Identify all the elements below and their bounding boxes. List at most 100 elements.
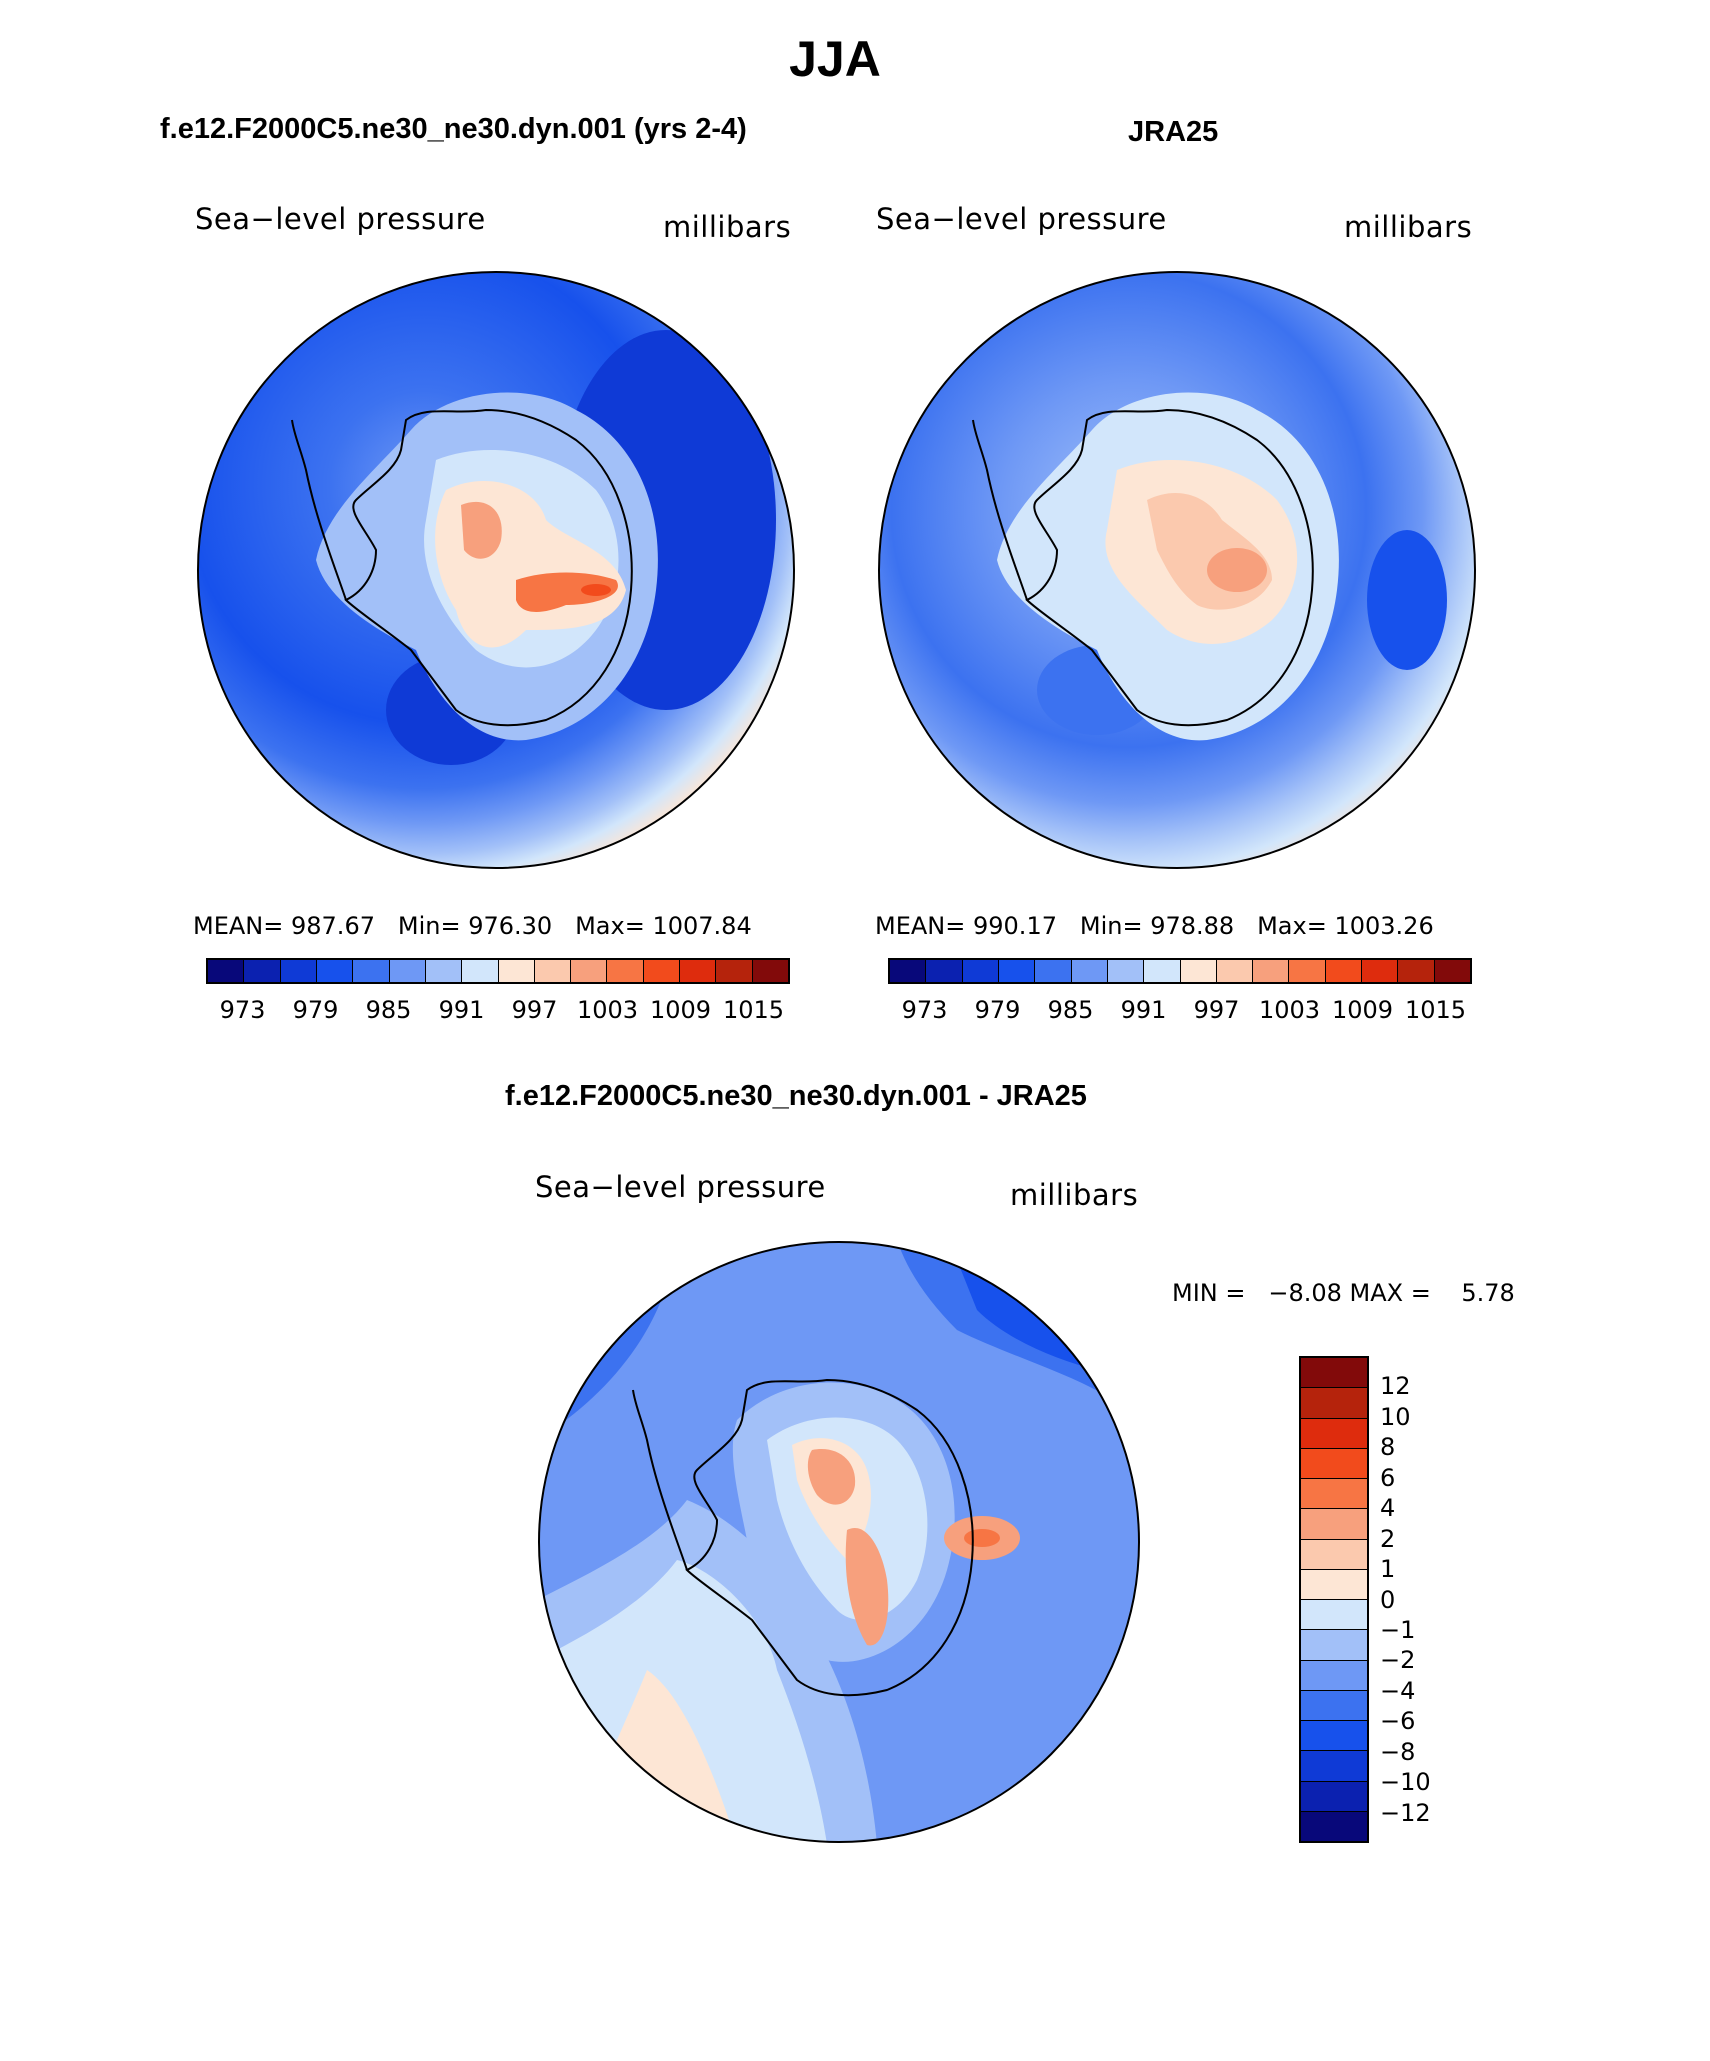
colorbar-swatch	[1301, 1539, 1367, 1570]
panel-3-units-label: millibars	[1010, 1178, 1139, 1212]
panel-2-min: 978.88	[1150, 912, 1235, 940]
colorbar-swatch	[1289, 960, 1326, 982]
colorbar-swatch	[1301, 1569, 1367, 1600]
panel-2-title: JRA25	[1128, 116, 1219, 148]
colorbar-tick-label: 1	[1380, 1555, 1396, 1584]
panel-3-stats: MIN = −8.08 MAX = 5.78	[1172, 1279, 1515, 1307]
colorbar-swatch	[1071, 960, 1108, 982]
colorbar-swatch	[316, 960, 354, 982]
panel-1-peninsula	[291, 419, 347, 601]
colorbar-tick-label: 985	[365, 996, 412, 1024]
colorbar-swatch	[462, 960, 499, 982]
colorbar-tick-label: 1003	[1258, 996, 1321, 1024]
panel-3-pos-center-south	[845, 1528, 889, 1646]
colorbar-swatch	[1362, 960, 1399, 982]
colorbar-swatch	[998, 960, 1036, 982]
panel-1-mean: 987.67	[291, 912, 375, 940]
colorbar-swatch	[571, 960, 608, 982]
panel-1-title: f.e12.F2000C5.ne30_ne30.dyn.001 (yrs 2-4…	[160, 113, 747, 145]
panel-3-map-border	[538, 1241, 1140, 1843]
colorbar-tick-label: 10	[1380, 1402, 1411, 1431]
colorbar-tick-label: −10	[1380, 1768, 1431, 1797]
panel-2-high-center	[1207, 548, 1267, 592]
panel-2-map	[878, 271, 1476, 869]
colorbar-swatch	[1325, 960, 1363, 982]
colorbar-swatch	[1301, 1721, 1367, 1752]
colorbar-tick-label: −2	[1380, 1646, 1416, 1675]
panel-3-variable-label: Sea−level pressure	[535, 1170, 826, 1204]
colorbar-tick-label: 6	[1380, 1463, 1396, 1492]
panel-1-min: 976.30	[468, 912, 553, 940]
colorbar-tick-label: −4	[1380, 1676, 1416, 1705]
colorbar-swatch	[926, 960, 963, 982]
colorbar-swatch	[1035, 960, 1072, 982]
colorbar-tick-label: −8	[1380, 1737, 1416, 1766]
panel-1-high-center-east	[516, 572, 618, 612]
panel-3-pos-peak-east	[964, 1529, 1000, 1547]
panel-3-colorbar-ticks: 12 10 8 6 4 2 1 0 −1 −2 −4 −6 −8 −10 −12	[1380, 1356, 1460, 1843]
colorbar-swatch	[752, 960, 788, 982]
panel-2-mean: 990.17	[973, 912, 1057, 940]
colorbar-swatch	[389, 960, 426, 982]
colorbar-swatch	[1301, 1751, 1367, 1782]
colorbar-swatch	[1301, 1781, 1367, 1812]
colorbar-swatch	[1301, 1811, 1367, 1841]
colorbar-tick-label: 1003	[576, 996, 639, 1024]
panel-2-colorbar-ticks: 973 979 985 991 997 1003 1009 1015	[888, 996, 1472, 1026]
colorbar-swatch	[1107, 960, 1145, 982]
colorbar-swatch	[280, 960, 317, 982]
colorbar-tick-label: 973	[219, 996, 266, 1024]
colorbar-tick-label: 2	[1380, 1524, 1396, 1553]
panel-3-peninsula	[632, 1389, 688, 1571]
colorbar-tick-label: 979	[292, 996, 339, 1024]
panel-3-pos-center-north	[807, 1449, 856, 1505]
panel-1-colorbar-ticks: 973 979 985 991 997 1003 1009 1015	[206, 996, 790, 1026]
panel-2-map-border	[878, 271, 1476, 869]
colorbar-swatch	[716, 960, 753, 982]
colorbar-swatch	[425, 960, 463, 982]
panel-1-map	[197, 271, 795, 869]
colorbar-swatch	[680, 960, 717, 982]
panel-1-coastline	[344, 408, 633, 727]
panel-3-title: f.e12.F2000C5.ne30_ne30.dyn.001 - JRA25	[505, 1080, 1087, 1112]
panel-3-coastline	[685, 1378, 974, 1697]
figure-title: JJA	[789, 31, 881, 87]
colorbar-tick-label: 8	[1380, 1433, 1396, 1462]
panel-2-stats: MEAN= 990.17 Min= 978.88 Max= 1003.26	[875, 912, 1434, 940]
colorbar-swatch	[498, 960, 535, 982]
panel-2-peninsula	[972, 419, 1028, 601]
panel-2-coastline	[1025, 408, 1314, 727]
colorbar-swatch	[1180, 960, 1217, 982]
colorbar-tick-label: 997	[511, 996, 558, 1024]
panel-1-high-center-north	[461, 501, 502, 559]
colorbar-swatch	[1301, 1388, 1367, 1419]
colorbar-tick-label: 1015	[722, 996, 785, 1024]
panel-3-colorbar	[1299, 1356, 1369, 1843]
colorbar-swatch	[534, 960, 572, 982]
panel-2-low-east	[1367, 530, 1447, 670]
colorbar-swatch	[1398, 960, 1435, 982]
colorbar-tick-label: 973	[901, 996, 948, 1024]
panel-2-units-label: millibars	[1344, 210, 1473, 244]
colorbar-tick-label: 1015	[1404, 996, 1467, 1024]
colorbar-swatch	[244, 960, 281, 982]
colorbar-tick-label: 979	[974, 996, 1021, 1024]
colorbar-swatch	[353, 960, 390, 982]
colorbar-tick-label: 997	[1193, 996, 1240, 1024]
colorbar-swatch	[962, 960, 999, 982]
colorbar-tick-label: 4	[1380, 1494, 1396, 1523]
panel-1-map-border	[197, 271, 795, 869]
colorbar-tick-label: 1009	[1331, 996, 1394, 1024]
colorbar-tick-label: 0	[1380, 1585, 1396, 1614]
panel-1-colorbar	[206, 958, 790, 984]
colorbar-swatch	[1301, 1358, 1367, 1389]
panel-1-units-label: millibars	[663, 210, 792, 244]
colorbar-swatch	[890, 960, 927, 982]
colorbar-swatch	[1301, 1600, 1367, 1631]
colorbar-swatch	[1216, 960, 1254, 982]
colorbar-swatch	[1301, 1418, 1367, 1449]
colorbar-swatch	[1144, 960, 1181, 982]
colorbar-tick-label: −1	[1380, 1615, 1416, 1644]
panel-1-high-peak	[581, 584, 611, 596]
colorbar-tick-label: 1009	[649, 996, 712, 1024]
